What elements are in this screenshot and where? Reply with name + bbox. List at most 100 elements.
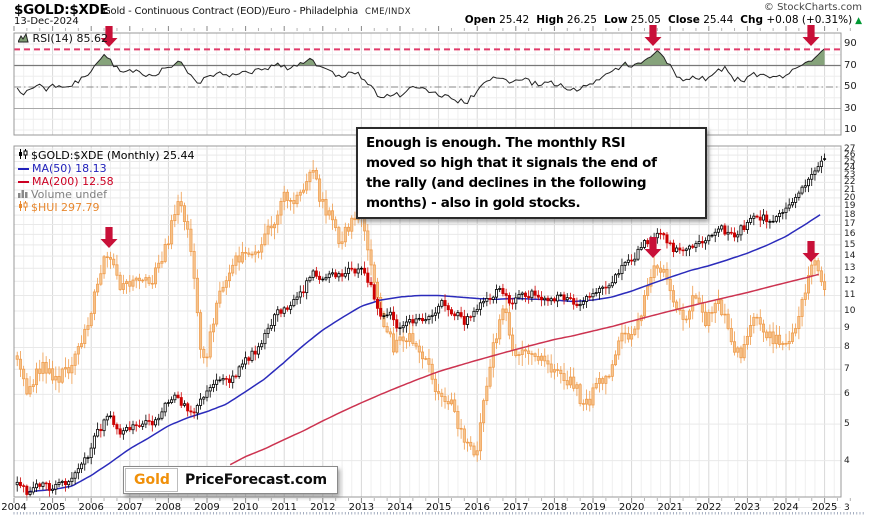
price-tick-label: 25 <box>844 156 856 167</box>
year-tick-label: 2006 <box>78 502 104 513</box>
main-chart-legend: $GOLD:$XDE (Monthly) 25.44 MA(50) 18.13 MA… <box>18 149 195 214</box>
annotation-line: Enough is enough. The monthly RSI <box>366 135 626 151</box>
price-tick-label: 20 <box>844 192 856 203</box>
year-tick-label: 2022 <box>696 502 722 513</box>
tick-ruler-bottom <box>13 498 864 515</box>
legend-row: $GOLD:$XDE (Monthly) 25.44 <box>18 149 195 162</box>
rsi-tick-label: 30 <box>844 102 857 114</box>
legend-label: MA(50) 18.13 <box>32 162 107 175</box>
year-tick-label: 2010 <box>232 502 259 513</box>
year-tick-label: 2014 <box>387 502 413 513</box>
price-tick-label: 17 <box>844 219 856 230</box>
year-tick-label: 2008 <box>155 502 182 513</box>
line-icon <box>18 180 29 183</box>
quote-label: Close <box>668 14 700 26</box>
price-tick-label: 10 <box>844 306 856 317</box>
price-tick-label: 4 <box>844 455 850 466</box>
price-tick-label: 7 <box>844 364 850 375</box>
year-tick-label: 2023 <box>734 502 761 513</box>
exchange-label: CME/INDX <box>365 7 411 17</box>
rsi-legend-label: RSI(14) 85.62 <box>32 32 108 45</box>
red-down-arrow <box>802 25 820 46</box>
year-tick-label: 2025 <box>811 502 838 513</box>
rsi-tick-label: 10 <box>844 124 857 135</box>
price-tick-label: 6 <box>844 389 850 400</box>
change-up-triangle-icon: ▲ <box>852 16 862 26</box>
red-down-arrow <box>802 241 820 262</box>
price-tick-label: 23 <box>844 170 856 181</box>
price-tick-label: 15 <box>844 239 856 250</box>
year-tick-label: 2024 <box>773 502 799 513</box>
candlestick-icon <box>18 201 28 214</box>
legend-label: $GOLD:$XDE (Monthly) 25.44 <box>31 149 195 162</box>
candlestick-icon <box>18 149 28 162</box>
quote-value: 26.25 <box>563 14 597 26</box>
quote-value: 25.05 <box>627 14 661 26</box>
hui-bars <box>15 160 827 462</box>
year-tick-label: 2012 <box>310 502 336 513</box>
year-tick-label: 2007 <box>117 502 143 513</box>
quote-label: High <box>536 14 564 26</box>
price-tick-label: 12 <box>844 276 856 287</box>
price-tick-label: 24 <box>844 163 856 174</box>
red-down-arrow <box>100 26 118 47</box>
year-tick-label: 2004 <box>1 502 27 513</box>
price-tick-label: 22 <box>844 177 856 188</box>
line-icon <box>18 167 29 170</box>
logo-word-gold: Gold <box>125 468 178 492</box>
price-tick-label: 13 <box>844 263 856 274</box>
price-tick-label: 11 <box>844 290 856 301</box>
year-tick-label: 2021 <box>657 502 683 513</box>
volume-icon <box>18 188 28 201</box>
legend-row: MA(50) 18.13 <box>18 162 195 175</box>
legend-row: Volume undef <box>18 188 195 201</box>
year-tick-label: 2017 <box>503 502 529 513</box>
red-down-arrow <box>644 25 662 46</box>
quote-value: 25.44 <box>699 14 734 26</box>
quote-label: Chg <box>740 14 763 26</box>
year-tick-label: 2019 <box>580 502 606 513</box>
legend-row: MA(200) 12.58 <box>18 175 195 188</box>
year-tick-label: 2020 <box>618 502 645 513</box>
price-tick-label: 26 <box>844 150 856 161</box>
chart-date: 13-Dec-2024 <box>14 16 79 27</box>
logo-word-priceforecast: PriceForecast.com <box>184 472 327 488</box>
ma200-line <box>229 273 820 466</box>
year-tick-label: 2005 <box>39 502 66 513</box>
price-tick-label: 19 <box>844 201 856 212</box>
price-tick-label: 16 <box>844 229 856 240</box>
price-tick-label: 18 <box>844 210 856 221</box>
red-down-arrow <box>644 237 662 258</box>
goldpriceforecast-logo: Gold PriceForecast.com <box>123 466 338 494</box>
ma50-line <box>25 214 821 493</box>
annotation-line: months) - also in gold stocks. <box>366 195 581 211</box>
tick-ruler-top <box>13 26 851 31</box>
year-tick-label: 2009 <box>194 502 220 513</box>
rsi-legend: RSI(14) 85.62 <box>17 32 108 45</box>
signal-arrows <box>100 25 820 262</box>
quote-label: Open <box>464 14 496 26</box>
price-tick-label: 14 <box>844 251 856 262</box>
year-tick-label: 2018 <box>541 502 568 513</box>
copyright: © StockCharts.com <box>763 2 862 13</box>
symbol-description: Gold - Continuous Contract (EOD)/Euro - … <box>103 6 359 17</box>
ohlc-quote-row: Open 25.42 High 26.25 Low 25.05 Close 25.44… <box>458 14 862 26</box>
price-tick-label: 21 <box>844 184 856 195</box>
legend-label: $HUI 297.79 <box>31 201 100 214</box>
legend-label: Volume undef <box>31 188 107 201</box>
rsi-tick-label: 70 <box>844 59 857 71</box>
legend-row: $HUI 297.79 <box>18 201 195 214</box>
annotation-line: moved so high that it signals the end of <box>366 155 657 171</box>
rsi-series <box>14 48 841 109</box>
year-tick-label: 2016 <box>464 502 490 513</box>
red-down-arrow <box>100 227 118 248</box>
rsi-tick-label: 90 <box>844 38 857 49</box>
symbol-title: $GOLD:$XDE <box>14 2 109 18</box>
price-tick-label: 3 <box>844 502 850 513</box>
price-series <box>15 153 827 500</box>
year-tick-label: 2015 <box>425 502 452 513</box>
quote-value: 25.42 <box>495 14 530 26</box>
price-tick-label: 9 <box>844 323 850 334</box>
